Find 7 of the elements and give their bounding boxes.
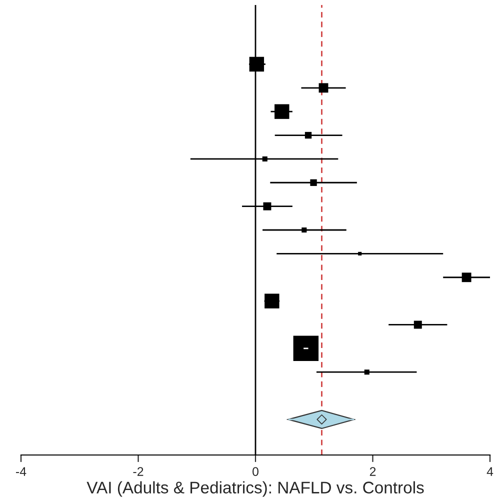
point [316, 414, 327, 424]
x-tick-label: -2 [133, 467, 144, 476]
x-tick-label: 0 [252, 467, 258, 476]
x-axis-title: VAI (Adults & Pediatrics): NAFLD vs. Controls [86, 481, 424, 497]
x-tick-label: -4 [16, 467, 26, 476]
x-tick-label: 2 [370, 467, 376, 476]
x-tick-label: 4 [486, 467, 494, 476]
